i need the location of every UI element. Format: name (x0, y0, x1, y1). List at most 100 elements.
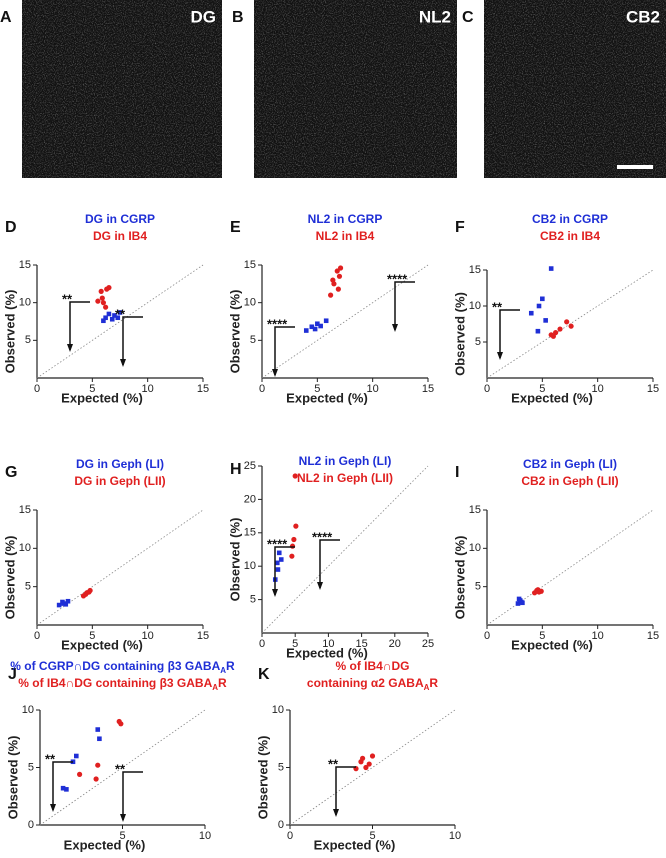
arrow-head (272, 589, 278, 597)
arrow-head (272, 369, 278, 377)
y-tick-label: 5 (475, 581, 481, 593)
point (360, 755, 366, 761)
significance: ** (328, 756, 339, 771)
micrograph-texture (254, 0, 457, 178)
point (535, 328, 541, 334)
title-text: CB2 in Geph (LI) (523, 457, 617, 471)
title-text: CB2 in CGRP (532, 212, 608, 226)
y-tick-label: 10 (19, 297, 31, 309)
x-tick-label: 0 (484, 383, 490, 395)
x-tick-label: 5 (89, 630, 95, 642)
x-tick-label: 10 (142, 383, 154, 395)
point (118, 721, 124, 727)
panel-letter: K (258, 666, 270, 683)
x-tick-label: 0 (34, 383, 40, 395)
title-text: NL2 in Geph (LII) (297, 471, 393, 485)
point (278, 557, 284, 562)
point (74, 753, 79, 759)
title-text: DG in CGRP (85, 212, 155, 226)
panel-letter: F (455, 219, 465, 236)
chart-title: containing α2 GABAAR (307, 676, 439, 692)
x-tick-label: 20 (389, 638, 401, 650)
y-tick-label: 5 (28, 761, 34, 773)
point (109, 316, 115, 322)
significance: ** (492, 299, 503, 314)
title-text: NL2 in Geph (LI) (299, 454, 392, 468)
point (337, 265, 344, 271)
significance: ** (115, 306, 126, 321)
point (77, 771, 83, 778)
x-tick-label: 10 (199, 830, 211, 842)
point (101, 318, 106, 324)
panel-letter: G (5, 464, 17, 481)
point (60, 785, 66, 791)
point (103, 315, 108, 321)
x-tick-label: 5 (369, 830, 375, 842)
title-text: % of IB4∩DG containing β3 GABA (18, 676, 212, 690)
point (334, 268, 340, 274)
significance: **** (312, 529, 333, 544)
chart-title: % of CGRP∩DG containing β3 GABAAR (10, 659, 235, 675)
significance-arrow (52, 761, 73, 810)
y-tick-label: 15 (469, 264, 481, 276)
identity-line (261, 465, 429, 634)
y-tick-label: 20 (244, 493, 256, 505)
x-tick-label: 25 (422, 638, 434, 650)
significance: **** (267, 536, 288, 551)
significance-arrow (394, 281, 415, 330)
title-text: NL2 in IB4 (316, 229, 375, 243)
arrow-head (497, 352, 503, 360)
x-tick-label: 0 (287, 830, 293, 842)
panel-letter: A (0, 9, 12, 26)
y-tick-label: 15 (19, 504, 31, 516)
point (564, 319, 570, 325)
point (568, 323, 574, 329)
point (112, 313, 117, 318)
panel-letter: C (462, 9, 474, 26)
point (61, 601, 66, 606)
point (309, 324, 315, 330)
arrow-head (120, 814, 126, 822)
panel-letter: E (230, 219, 241, 236)
chart-title: CB2 in Geph (LI) (523, 457, 617, 471)
x-tick-label: 5 (89, 383, 95, 395)
point (540, 296, 545, 302)
x-axis-label: Expected (%) (61, 637, 143, 652)
chart-title: DG in Geph (LII) (74, 474, 165, 488)
y-tick-label: 10 (244, 297, 256, 309)
panel-letter: D (5, 219, 17, 236)
title-text: CB2 in IB4 (540, 229, 600, 243)
point (315, 321, 320, 327)
title-text: containing α2 GABA (307, 676, 424, 690)
y-axis-label: Observed (%) (255, 736, 270, 820)
x-tick-label: 5 (539, 630, 545, 642)
chart-title: CB2 in Geph (LII) (521, 474, 618, 488)
point (95, 298, 101, 304)
point (86, 589, 92, 595)
significance-arrow (122, 316, 143, 365)
y-tick-label: 5 (25, 334, 31, 346)
y-tick-label: 10 (469, 300, 481, 312)
x-tick-label: 0 (259, 383, 265, 395)
x-tick-label: 10 (449, 830, 461, 842)
x-axis-label: Expected (%) (314, 837, 396, 852)
point (97, 736, 102, 742)
title-text: % of CGRP∩DG containing β3 GABA (10, 659, 220, 673)
x-axis-label: Expected (%) (286, 645, 368, 660)
point (516, 596, 522, 602)
significance-arrow (499, 309, 520, 358)
y-tick-label: 5 (250, 334, 256, 346)
y-axis-label: Observed (%) (227, 290, 242, 374)
arrow-head (50, 804, 56, 812)
chart-title: DG in Geph (LI) (76, 457, 164, 471)
title-subscript: A (212, 683, 218, 692)
y-axis-label: Observed (%) (2, 290, 17, 374)
x-tick-label: 0 (484, 630, 490, 642)
chart-title: CB2 in CGRP (532, 212, 608, 226)
point (515, 601, 521, 606)
point (548, 266, 554, 271)
y-axis-label: Observed (%) (227, 518, 242, 602)
significance: ** (45, 751, 56, 766)
y-tick-label: 10 (469, 542, 481, 554)
